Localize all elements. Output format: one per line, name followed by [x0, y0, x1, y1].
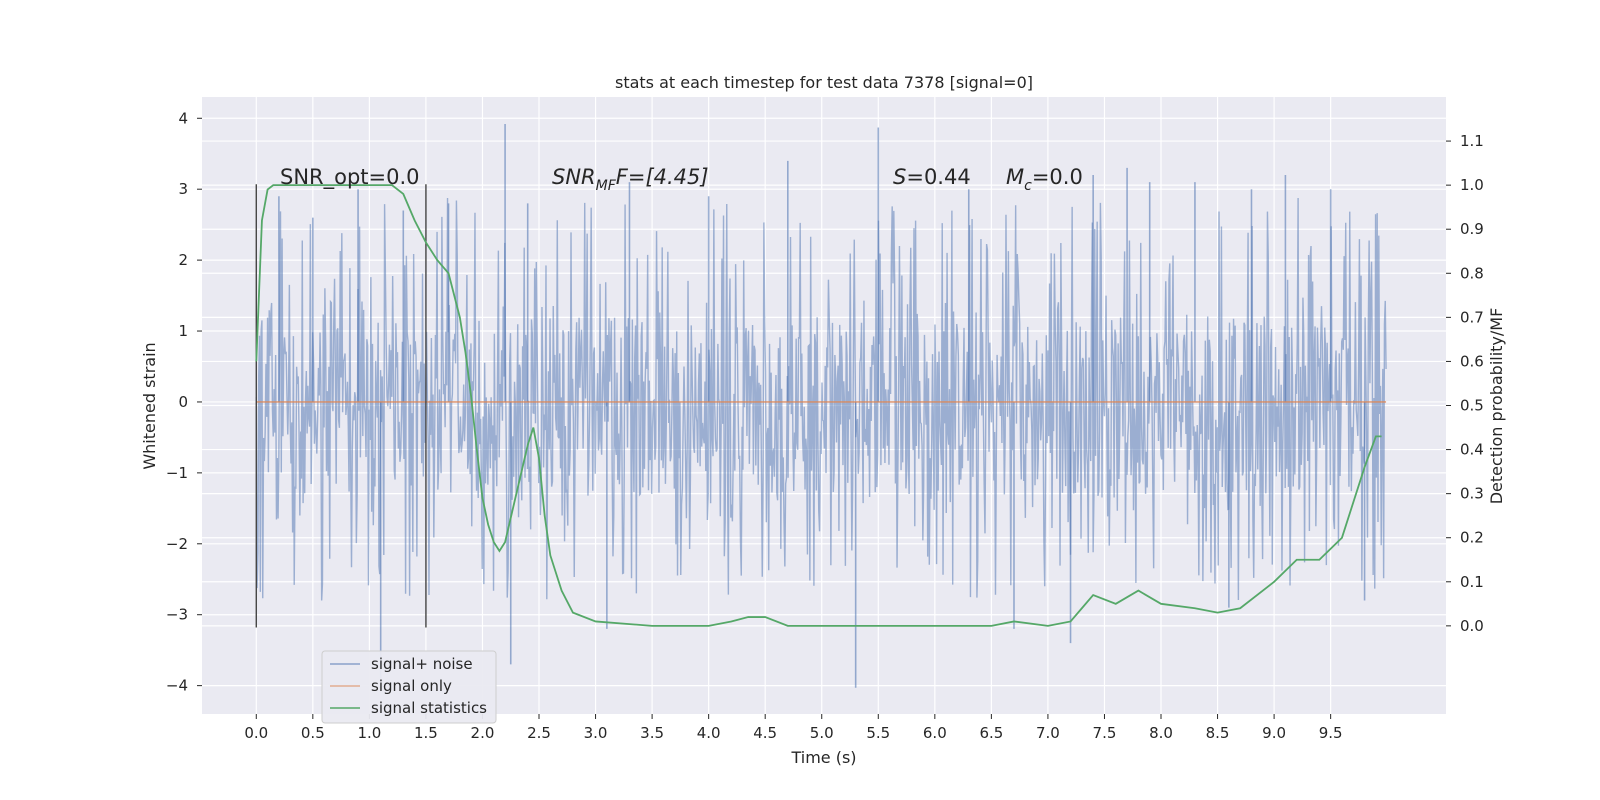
x-tick-label: 5.5 — [866, 724, 890, 742]
y-left-tick-label: 4 — [178, 109, 188, 127]
snr-opt-annotation: SNR_opt=0.0 — [280, 165, 420, 190]
x-tick-label: 2.0 — [471, 724, 495, 742]
noise-series — [255, 123, 1387, 688]
legend-box — [321, 650, 497, 724]
x-tick-label: 4.0 — [697, 724, 721, 742]
y-right-tick-label: 0.6 — [1460, 352, 1484, 370]
y-left-tick-label: 3 — [178, 180, 188, 198]
y-right-tick-label: 0.0 — [1460, 617, 1484, 635]
vertical-markers — [255, 184, 427, 628]
y-right-tick-label: 0.7 — [1460, 308, 1484, 326]
legend-label-noise: signal+ noise — [371, 655, 473, 673]
y-left-tick-label: −1 — [166, 464, 188, 482]
x-axis-label: Time (s) — [790, 748, 856, 767]
left-y-axis-label: Whitened strain — [140, 342, 159, 469]
x-tick-label: 7.0 — [1036, 724, 1060, 742]
y-right-tick-label: 0.9 — [1460, 220, 1484, 238]
legend-label-stats: signal statistics — [371, 699, 487, 717]
x-tick-label: 4.5 — [753, 724, 777, 742]
x-tick-label: 6.5 — [979, 724, 1003, 742]
right-y-axis-label: Detection probability/MF — [1487, 308, 1506, 505]
noise-trace — [255, 198, 1387, 601]
y-right-tick-label: 0.2 — [1460, 529, 1484, 547]
y-right-tick-label: 0.3 — [1460, 485, 1484, 503]
y-right-tick-label: 1.0 — [1460, 176, 1484, 194]
s-annotation: S=0.44 — [893, 165, 971, 189]
y-left-tick-label: −2 — [166, 535, 188, 553]
x-tick-label: 0.5 — [301, 724, 325, 742]
statistics-line — [255, 184, 1382, 627]
legend-label-signal: signal only — [371, 677, 452, 695]
legend: signal+ noise signal only signal statist… — [321, 650, 497, 724]
snr-mf-annotation: SNRMFF=[4.45] — [552, 165, 709, 194]
x-tick-label: 6.0 — [923, 724, 947, 742]
y-right-tick-label: 0.4 — [1460, 441, 1484, 459]
y-left-tick-label: 2 — [178, 251, 188, 269]
y-left-tick-label: 0 — [178, 393, 188, 411]
statistics-series — [255, 184, 1382, 627]
y-left-tick-label: 1 — [178, 322, 188, 340]
chart-title: stats at each timestep for test data 737… — [615, 73, 1033, 92]
y-right-tick-label: 0.5 — [1460, 397, 1484, 415]
x-tick-label: 7.5 — [1093, 724, 1117, 742]
y-left-tick-label: −3 — [166, 606, 188, 624]
y-right-tick-label: 0.8 — [1460, 264, 1484, 282]
x-axis-ticks: 0.0 0.5 1.0 1.5 2.0 2.5 3.0 3.5 4.0 4.5 5.0 5.5 6.0 6… — [244, 714, 1343, 742]
x-tick-label: 3.5 — [640, 724, 664, 742]
x-tick-label: 9.5 — [1319, 724, 1343, 742]
x-tick-label: 1.5 — [414, 724, 438, 742]
right-y-axis-ticks: 1.1 1.0 0.9 0.8 0.7 0.6 0.5 0.4 0.3 0.2 0.1 0.0 — [1446, 132, 1484, 635]
y-right-tick-label: 1.1 — [1460, 132, 1484, 150]
mc-annotation: Mc=0.0 — [1006, 165, 1083, 194]
x-tick-label: 9.0 — [1262, 724, 1286, 742]
left-y-axis-ticks: 4 3 2 1 0 −1 −2 −3 −4 — [166, 109, 202, 695]
x-tick-label: 2.5 — [527, 724, 551, 742]
x-tick-label: 5.0 — [810, 724, 834, 742]
x-tick-label: 8.5 — [1206, 724, 1230, 742]
x-tick-label: 8.0 — [1149, 724, 1173, 742]
x-tick-label: 1.0 — [357, 724, 381, 742]
y-right-tick-label: 0.1 — [1460, 573, 1484, 591]
y-left-tick-label: −4 — [166, 677, 188, 695]
x-tick-label: 3.0 — [584, 724, 608, 742]
x-tick-label: 0.0 — [244, 724, 268, 742]
